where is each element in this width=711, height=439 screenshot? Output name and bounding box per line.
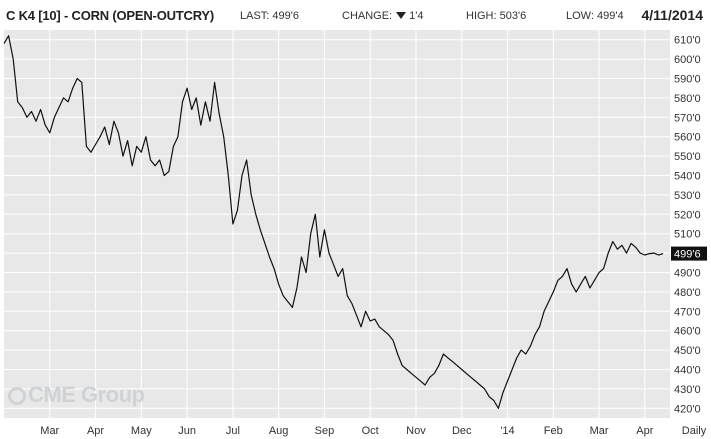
y-tick-label: 490'0 — [674, 268, 701, 280]
last-price-badge — [671, 246, 707, 261]
cme-group-watermark: CME Group — [8, 382, 145, 408]
down-triangle-icon — [396, 12, 407, 19]
y-tick-label: 580'0 — [674, 93, 701, 105]
y-tick-label: 440'0 — [674, 365, 701, 377]
x-tick-label: Jul — [226, 425, 240, 437]
y-tick-label: 470'0 — [674, 306, 701, 318]
x-tick-label: Mar — [590, 425, 609, 437]
price-chart: 420'0 430'0 440'0 450'0 460'0 470'0 480'0 490'0… — [3, 30, 707, 437]
x-tick-label: Nov — [406, 425, 426, 437]
y-tick-label: 530'0 — [674, 190, 701, 202]
last-value: 499'6 — [272, 10, 299, 22]
change-readout: CHANGE: 1'4 — [342, 10, 423, 22]
x-tick-label: Apr — [636, 425, 653, 437]
y-tick-label: 550'0 — [674, 151, 701, 163]
high-readout: HIGH: 503'6 — [466, 10, 526, 22]
change-label: CHANGE: — [342, 10, 393, 22]
last-label: LAST: — [240, 10, 270, 22]
watermark-text: CME Group — [28, 382, 145, 407]
interval-label: Daily — [682, 425, 707, 437]
chart-header: C K4 [10] - CORN (OPEN-OUTCRY) LAST: 499… — [0, 0, 711, 30]
y-tick-label: 610'0 — [674, 35, 701, 47]
y-tick-label: 480'0 — [674, 287, 701, 299]
x-tick-label: Mar — [40, 425, 59, 437]
x-tick-label: Sep — [315, 425, 335, 437]
price-line — [3, 35, 664, 409]
y-tick-label: 450'0 — [674, 345, 701, 357]
x-tick-label: Dec — [452, 425, 472, 437]
y-tick-label: 520'0 — [674, 209, 701, 221]
x-tick-label: Feb — [544, 425, 563, 437]
globe-logo-icon — [8, 387, 26, 405]
y-tick-label: 570'0 — [674, 112, 701, 124]
y-tick-label: 590'0 — [674, 74, 701, 86]
y-tick-label: 460'0 — [674, 326, 701, 338]
y-tick-label: 600'0 — [674, 54, 701, 66]
x-tick-label: May — [131, 425, 152, 437]
x-tick-label: Aug — [269, 425, 289, 437]
low-value: 499'4 — [596, 10, 624, 22]
y-tick-label: 560'0 — [674, 132, 701, 144]
low-readout: LOW: 499'4 — [566, 10, 624, 22]
plot-area — [4, 30, 670, 418]
low-label: LOW: — [566, 10, 594, 22]
x-tick-label: Jun — [178, 425, 196, 437]
y-tick-label: 420'0 — [674, 403, 701, 415]
y-tick-label: 540'0 — [674, 171, 701, 183]
x-tick-label: '14 — [500, 425, 514, 437]
contract-title: C K4 [10] - CORN (OPEN-OUTCRY) — [6, 8, 215, 23]
high-value: 503'6 — [499, 10, 527, 22]
y-tick-label: 430'0 — [674, 384, 701, 396]
change-value: 1'4 — [409, 10, 424, 22]
last-price-label: 499'6 — [674, 249, 701, 261]
chart-date: 4/11/2014 — [641, 7, 703, 23]
x-tick-label: Apr — [87, 425, 104, 437]
x-tick-label: Oct — [362, 425, 379, 437]
last-readout: LAST: 499'6 — [240, 10, 299, 22]
y-tick-label: 510'0 — [674, 229, 701, 241]
high-label: HIGH: — [466, 10, 497, 22]
